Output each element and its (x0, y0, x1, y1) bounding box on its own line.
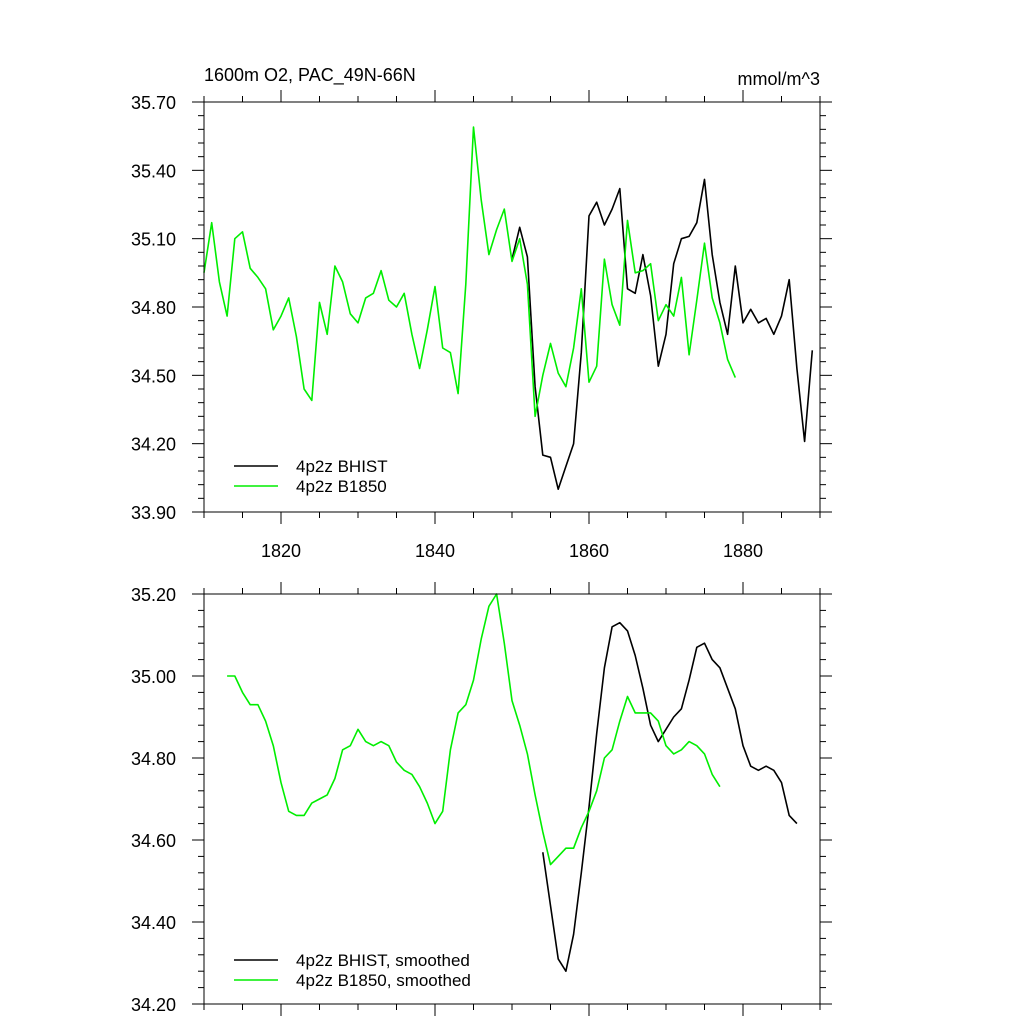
y-tick-label: 35.40 (131, 161, 176, 181)
x-tick-label: 1880 (723, 541, 763, 561)
x-tick-label: 1860 (569, 541, 609, 561)
y-tick-label: 34.20 (131, 995, 176, 1015)
y-tick-label: 34.20 (131, 435, 176, 455)
y-tick-label: 34.60 (131, 831, 176, 851)
y-tick-label: 33.90 (131, 503, 176, 523)
plot-frame (203, 101, 821, 513)
plot-frame (203, 593, 821, 1005)
y-tick-label: 35.10 (131, 230, 176, 250)
legend-label-b1850-smoothed: 4p2z B1850, smoothed (296, 971, 471, 990)
top-panel: 1600m O2, PAC_49N-66N mmol/m^3 33.90 34.2… (131, 65, 832, 561)
y-tick-label: 34.80 (131, 749, 176, 769)
legend-label-bhist: 4p2z BHIST (296, 457, 388, 476)
x-axis-ticks: 1820 1840 1860 1880 (203, 90, 821, 561)
series-lines (227, 593, 798, 973)
series-line-1 (227, 593, 721, 866)
series-line-0 (542, 621, 798, 973)
legend: 4p2z BHIST, smoothed 4p2z B1850, smoothe… (234, 951, 471, 990)
units-label: mmol/m^3 (738, 69, 820, 89)
series-lines (203, 126, 814, 491)
x-tick-label: 1820 (261, 541, 301, 561)
chart-title: 1600m O2, PAC_49N-66N (204, 65, 416, 86)
bottom-panel: 34.20 34.40 34.60 34.80 35.00 35.20 4p2z BHIS… (131, 582, 832, 1016)
x-axis-ticks (203, 582, 821, 1016)
y-tick-label: 34.40 (131, 913, 176, 933)
y-tick-label: 34.80 (131, 298, 176, 318)
y-axis-ticks: 34.20 34.40 34.60 34.80 35.00 35.20 (131, 585, 832, 1015)
y-axis-ticks: 33.90 34.20 34.50 34.80 35.10 35.40 35.70 (131, 93, 832, 523)
legend-label-b1850: 4p2z B1850 (296, 477, 387, 496)
x-tick-label: 1840 (415, 541, 455, 561)
series-line-1 (203, 126, 737, 418)
series-line-0 (511, 178, 814, 491)
y-tick-label: 35.70 (131, 93, 176, 113)
legend-label-bhist-smoothed: 4p2z BHIST, smoothed (296, 951, 470, 970)
y-tick-label: 35.20 (131, 585, 176, 605)
y-tick-label: 34.50 (131, 366, 176, 386)
y-tick-label: 35.00 (131, 667, 176, 687)
legend: 4p2z BHIST 4p2z B1850 (234, 457, 388, 496)
